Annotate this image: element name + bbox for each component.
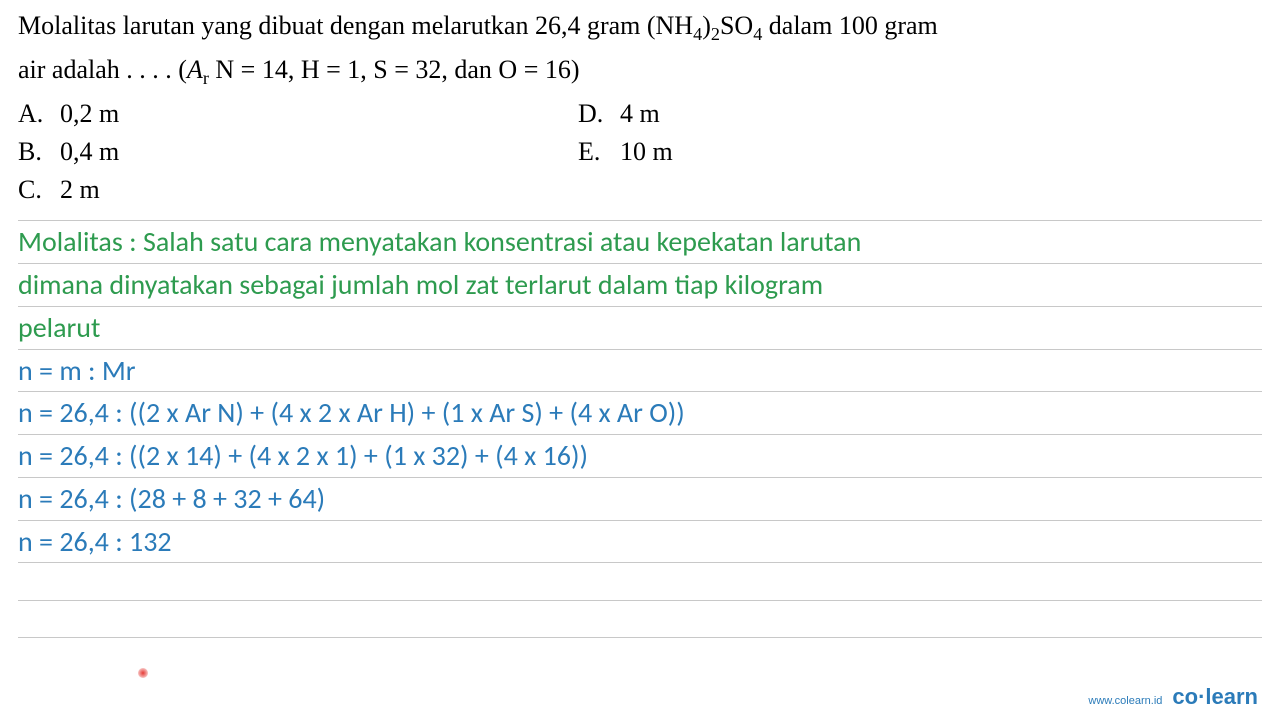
option-c-text: 2 m	[60, 171, 100, 209]
solution-calc-3: n = 26,4 : ((2 x 14) + (4 x 2 x 1) + (1 …	[18, 434, 1262, 477]
option-a-letter: A.	[18, 95, 60, 133]
footer-logo: co·learn	[1172, 684, 1258, 710]
option-a-text: 0,2 m	[60, 95, 119, 133]
option-c-letter: C.	[18, 171, 60, 209]
q-sub-1: 4	[693, 24, 702, 44]
q-text-2: dalam 100 gram	[762, 11, 937, 40]
option-d: D. 4 m	[578, 95, 1262, 133]
q2-ar: A	[187, 55, 203, 84]
solution-def-1: Molalitas : Salah satu cara menyatakan k…	[18, 220, 1262, 263]
option-a: A. 0,2 m	[18, 95, 578, 133]
solution-calc-5: n = 26,4 : 132	[18, 520, 1262, 563]
option-e: E. 10 m	[578, 133, 1262, 171]
options-left-col: A. 0,2 m B. 0,4 m C. 2 m	[18, 95, 578, 208]
solution-def-3: pelarut	[18, 306, 1262, 349]
q-mid-2: SO	[720, 11, 753, 40]
solution-empty-1	[18, 562, 1262, 600]
solution-empty-2	[18, 600, 1262, 638]
q2-pre: air adalah . . . . (	[18, 55, 187, 84]
logo-co: co	[1172, 684, 1198, 709]
footer: www.colearn.id co·learn	[1088, 684, 1258, 710]
solution-calc-4: n = 26,4 : (28 + 8 + 32 + 64)	[18, 477, 1262, 520]
options-container: A. 0,2 m B. 0,4 m C. 2 m D. 4 m E. 10 m	[18, 95, 1262, 208]
footer-url: www.colearn.id	[1088, 695, 1162, 707]
solution-def-2: dimana dinyatakan sebagai jumlah mol zat…	[18, 263, 1262, 306]
question-line-1: Molalitas larutan yang dibuat dengan mel…	[18, 8, 1262, 48]
option-b-letter: B.	[18, 133, 60, 171]
solution-area: Molalitas : Salah satu cara menyatakan k…	[18, 220, 1262, 638]
q-mid-1: )	[702, 11, 711, 40]
solution-calc-2: n = 26,4 : ((2 x Ar N) + (4 x 2 x Ar H) …	[18, 391, 1262, 434]
option-c: C. 2 m	[18, 171, 578, 209]
question-line-2: air adalah . . . . (Ar N = 14, H = 1, S …	[18, 52, 1262, 92]
option-d-text: 4 m	[620, 95, 660, 133]
laser-pointer-icon	[138, 668, 148, 678]
q-text-1: Molalitas larutan yang dibuat dengan mel…	[18, 11, 693, 40]
options-right-col: D. 4 m E. 10 m	[578, 95, 1262, 208]
option-d-letter: D.	[578, 95, 620, 133]
option-e-letter: E.	[578, 133, 620, 171]
q2-post: N = 14, H = 1, S = 32, dan O = 16)	[209, 55, 580, 84]
solution-calc-1: n = m : Mr	[18, 349, 1262, 392]
option-e-text: 10 m	[620, 133, 673, 171]
option-b: B. 0,4 m	[18, 133, 578, 171]
logo-learn: learn	[1205, 684, 1258, 709]
q-sub-2: 2	[711, 24, 720, 44]
q-sub-3: 4	[753, 24, 762, 44]
option-b-text: 0,4 m	[60, 133, 119, 171]
